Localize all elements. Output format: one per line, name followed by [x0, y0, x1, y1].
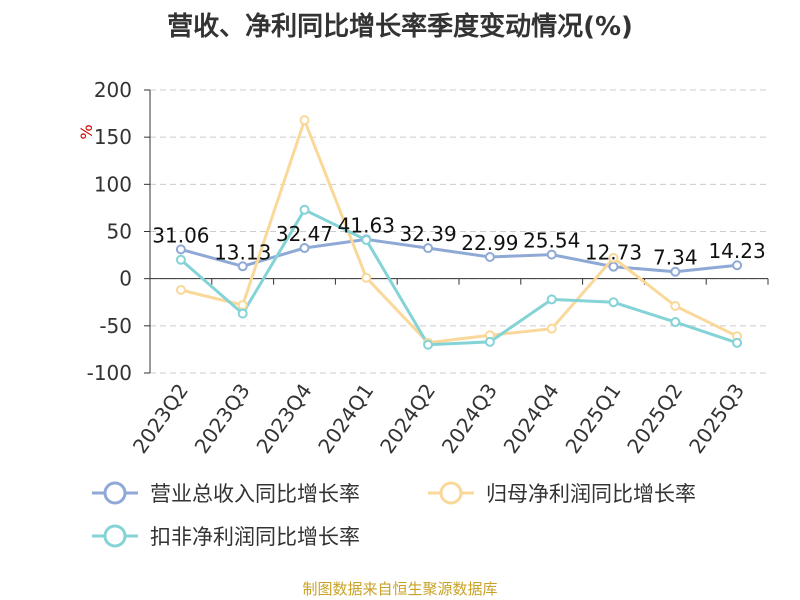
data-point [361, 272, 372, 283]
data-point [175, 244, 186, 255]
data-point [423, 339, 434, 350]
data-point [237, 308, 248, 319]
data-point [670, 317, 681, 328]
y-tick-label: 200 [94, 78, 132, 102]
legend-label: 营业总收入同比增长率 [150, 482, 360, 506]
x-tick-label: 2023Q4 [251, 379, 316, 458]
y-tick-label: 150 [94, 125, 132, 149]
x-tick-label: 2024Q4 [499, 379, 564, 458]
legend-marker [439, 481, 463, 505]
data-label: 32.39 [399, 222, 456, 246]
x-tick-label: 2023Q2 [128, 379, 193, 458]
legend-item-2[interactable]: 归母净利润同比增长率 [428, 481, 696, 506]
legend-marker [103, 524, 127, 548]
data-label: 41.63 [338, 213, 395, 237]
data-label: 14.23 [708, 239, 765, 263]
data-label: 22.99 [461, 231, 518, 255]
y-tick-label: -50 [99, 314, 132, 338]
data-point [670, 301, 681, 312]
data-point [361, 234, 372, 245]
series-lines [179, 115, 738, 347]
y-axis-ticks: 200 150 100 50 0 -50 -100 [87, 78, 132, 385]
data-point [608, 297, 619, 308]
data-point [670, 266, 681, 277]
data-point [175, 254, 186, 265]
chart-title: 营收、净利同比增长率季度变动情况(%) [167, 12, 633, 42]
legend-label: 归母净利润同比增长率 [486, 482, 696, 506]
data-label: 13.13 [214, 240, 271, 264]
x-axis-ticks: 2023Q22023Q32023Q42024Q12024Q22024Q32024… [128, 379, 749, 458]
y-tick-label: -100 [87, 361, 132, 385]
data-point [299, 243, 310, 254]
legend-item-1[interactable]: 营业总收入同比增长率 [92, 481, 360, 506]
source-footer: 制图数据来自恒生聚源数据库 [302, 580, 498, 598]
x-tick-label: 2023Q3 [190, 379, 255, 458]
data-point [237, 261, 248, 272]
x-tick-label: 2025Q3 [684, 379, 749, 458]
x-tick-label: 2025Q2 [622, 379, 687, 458]
y-tick-label: 0 [119, 267, 132, 291]
data-point [423, 243, 434, 254]
data-point [732, 260, 743, 271]
data-point [299, 204, 310, 215]
x-tick-label: 2024Q1 [313, 379, 378, 458]
legend-item-3[interactable]: 扣非净利润同比增长率 [92, 524, 360, 549]
series-line-1 [180, 237, 738, 274]
data-point [175, 284, 186, 295]
data-label: 31.06 [152, 223, 209, 247]
x-tick-label: 2024Q3 [437, 379, 502, 458]
y-axis-label: % [77, 124, 96, 139]
series-line-2 [180, 115, 738, 345]
legend-marker [103, 481, 127, 505]
data-point [732, 337, 743, 348]
data-point [546, 323, 557, 334]
data-point [546, 249, 557, 260]
data-point [237, 300, 248, 311]
data-label: 12.73 [585, 241, 642, 265]
data-point [484, 251, 495, 262]
data-label: 7.34 [653, 246, 698, 270]
data-point [299, 115, 310, 126]
data-point [546, 294, 557, 305]
series-points [175, 115, 743, 350]
data-point [608, 252, 619, 263]
data-point [484, 336, 495, 347]
y-tick-label: 100 [94, 172, 132, 196]
y-tick-label: 50 [107, 220, 132, 244]
x-tick-label: 2024Q2 [375, 379, 440, 458]
series-line-3 [179, 207, 738, 347]
legend-label: 扣非净利润同比增长率 [150, 525, 360, 549]
x-tick-label: 2025Q1 [560, 379, 625, 458]
grid-lines [150, 89, 768, 374]
data-label: 32.47 [276, 222, 333, 246]
data-label: 25.54 [523, 229, 580, 253]
